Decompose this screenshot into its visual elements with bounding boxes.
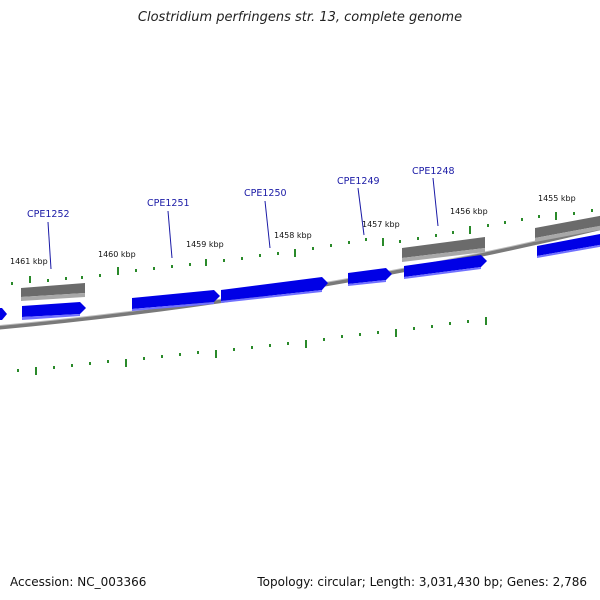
kbp-label: 1461 kbp <box>10 257 48 266</box>
kbp-label: 1457 kbp <box>362 220 400 229</box>
gene-arrow <box>0 308 7 320</box>
grey-feature <box>21 283 85 301</box>
gene-arrow-cpe1252 <box>22 302 86 320</box>
gene-arrow-cpe1250 <box>221 277 328 303</box>
gene-arrow-cpe1248 <box>404 255 487 279</box>
gene-arrow <box>537 233 600 258</box>
grey-features <box>21 215 600 301</box>
gene-arrow-cpe1251 <box>132 290 220 311</box>
inner-tick-track <box>17 317 487 375</box>
blue-genes <box>0 233 600 320</box>
leader-line <box>167 210 173 259</box>
gene-label: CPE1251 <box>147 198 190 209</box>
gene-label: CPE1248 <box>412 166 455 177</box>
gene-arrow-cpe1249 <box>348 268 392 286</box>
leader-line <box>264 200 271 249</box>
leader-line <box>357 187 365 236</box>
outer-tick-track <box>11 209 593 285</box>
leader-line <box>432 177 439 227</box>
gene-label-leaders <box>47 177 439 270</box>
kbp-label: 1455 kbp <box>538 194 576 203</box>
kbp-label: 1456 kbp <box>450 207 488 216</box>
map-title: Clostridium perfringens str. 13, complet… <box>137 10 463 25</box>
gene-labels: CPE1252 CPE1251 CPE1250 CPE1249 CPE1248 <box>27 166 455 220</box>
kbp-labels: 1461 kbp 1460 kbp 1459 kbp 1458 kbp 1457… <box>10 194 576 266</box>
kbp-label: 1458 kbp <box>274 231 312 240</box>
grey-feature <box>402 237 485 262</box>
accession-text: Accession: NC_003366 <box>10 575 147 589</box>
grey-feature <box>535 215 600 242</box>
genome-backbone <box>0 226 600 330</box>
genome-summary-text: Topology: circular; Length: 3,031,430 bp… <box>257 575 587 589</box>
genome-backbone-highlight <box>0 225 600 327</box>
leader-line <box>47 221 52 270</box>
gene-label: CPE1249 <box>337 176 380 187</box>
kbp-label: 1459 kbp <box>186 240 224 249</box>
gene-label: CPE1252 <box>27 209 70 220</box>
kbp-label: 1460 kbp <box>98 250 136 259</box>
gene-label: CPE1250 <box>244 188 287 199</box>
